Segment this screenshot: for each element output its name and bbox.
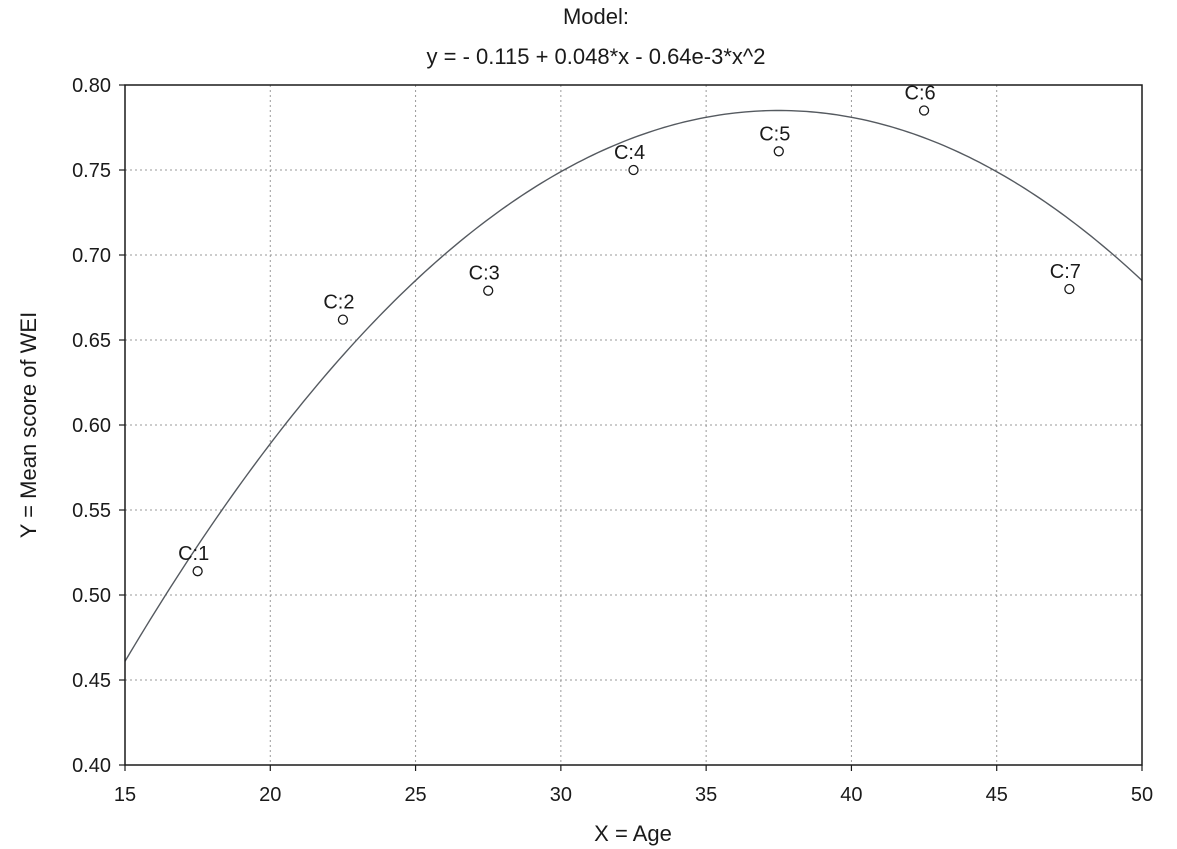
- fit-curve: [124, 109, 1143, 662]
- chart-subtitle: y = - 0.115 + 0.048*x - 0.64e-3*x^2: [427, 44, 766, 69]
- y-tick-label: 0.55: [72, 500, 111, 522]
- data-point-label: C:2: [323, 292, 354, 314]
- x-tick-label: 25: [404, 784, 426, 806]
- x-tick-label: 40: [840, 784, 862, 806]
- x-tick-label: 35: [695, 784, 717, 806]
- data-point: [483, 285, 494, 296]
- x-tick-label: 45: [986, 784, 1008, 806]
- data-point-label: C:7: [1050, 261, 1081, 283]
- fit-curve-layer: [124, 109, 1143, 662]
- y-tick-label: 0.45: [72, 670, 111, 692]
- data-point: [773, 146, 784, 157]
- data-point-label: C:1: [178, 543, 209, 565]
- x-tick-label: 20: [259, 784, 281, 806]
- y-tick-label: 0.50: [72, 585, 111, 607]
- y-axis-label: Y = Mean score of WEI: [16, 312, 41, 538]
- y-tick-label: 0.80: [72, 75, 111, 97]
- data-point-label: C:3: [469, 263, 500, 285]
- data-point-label: C:6: [905, 83, 936, 105]
- data-point: [1064, 283, 1075, 295]
- gridlines: [125, 85, 1142, 765]
- x-tick-label: 50: [1131, 784, 1153, 806]
- data-point: [628, 164, 639, 176]
- data-point-label: C:5: [759, 123, 790, 145]
- data-point-label: C:4: [614, 142, 645, 164]
- x-tick-label: 15: [114, 784, 136, 806]
- x-axis-label: X = Age: [594, 821, 672, 846]
- y-tick-label: 0.65: [72, 330, 111, 352]
- y-tick-label: 0.75: [72, 160, 111, 182]
- data-points-layer: C:1 C:2 C:3 C:4 C:5 C:6 C:7: [178, 83, 1081, 577]
- plot-frame: [124, 84, 1143, 766]
- data-point: [918, 105, 930, 116]
- y-tick-label: 0.60: [72, 415, 111, 437]
- data-point: [192, 566, 203, 577]
- chart-title: Model:: [563, 4, 629, 29]
- y-tick-label: 0.40: [72, 755, 111, 777]
- data-point: [337, 314, 349, 325]
- axis-ticks: 15 20 25 30 35 40 45 50 0.40 0.45 0.50 0.55 0.60 0.65…: [72, 75, 1153, 806]
- x-tick-label: 30: [550, 784, 572, 806]
- y-tick-label: 0.70: [72, 245, 111, 267]
